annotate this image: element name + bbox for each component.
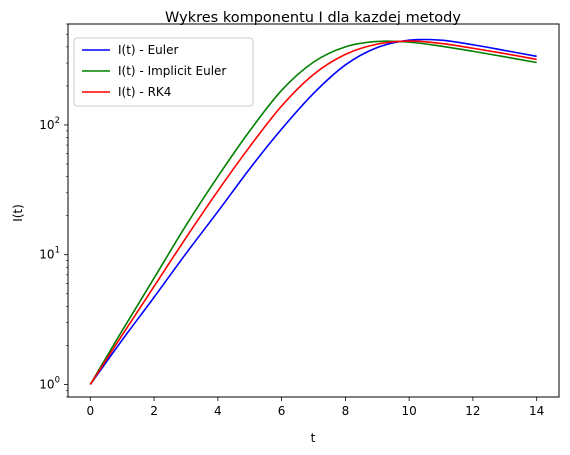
x-tick-label: 14 bbox=[529, 404, 544, 418]
y-axis-label: I(t) bbox=[11, 204, 25, 222]
legend-label: I(t) - Implicit Euler bbox=[118, 64, 226, 78]
x-tick-label: 0 bbox=[86, 404, 94, 418]
y-tick-exponent: 0 bbox=[55, 375, 60, 385]
series-line-2 bbox=[89, 40, 537, 385]
x-tick-label: 2 bbox=[150, 404, 158, 418]
legend: I(t) - Euler I(t) - Implicit Euler I(t) - … bbox=[73, 37, 254, 107]
series-line-3 bbox=[89, 40, 537, 385]
x-tick-label: 12 bbox=[465, 404, 480, 418]
series-layer bbox=[89, 38, 537, 385]
y-tick-exponent: 1 bbox=[55, 246, 60, 256]
y-tick-base: 10 bbox=[39, 118, 54, 132]
y-tick-label: 101 bbox=[39, 246, 60, 262]
x-tick-label: 8 bbox=[342, 404, 350, 418]
series-line-1 bbox=[89, 38, 537, 385]
x-axis-label: t bbox=[311, 431, 316, 445]
y-tick-base: 10 bbox=[39, 377, 54, 391]
y-tick-label: 102 bbox=[39, 116, 60, 132]
chart-title: Wykres komponentu I dla kazdej metody bbox=[165, 10, 461, 26]
x-tick-label: 10 bbox=[402, 404, 417, 418]
axes-frame bbox=[67, 23, 560, 398]
legend-box bbox=[73, 37, 254, 107]
y-tick-label: 100 bbox=[39, 375, 60, 391]
x-tick-label: 6 bbox=[278, 404, 286, 418]
y-tick-base: 10 bbox=[39, 248, 54, 262]
y-tick-exponent: 2 bbox=[55, 116, 60, 126]
legend-label: I(t) - RK4 bbox=[118, 85, 171, 99]
legend-label: I(t) - Euler bbox=[118, 43, 178, 57]
x-tick-label: 4 bbox=[214, 404, 222, 418]
